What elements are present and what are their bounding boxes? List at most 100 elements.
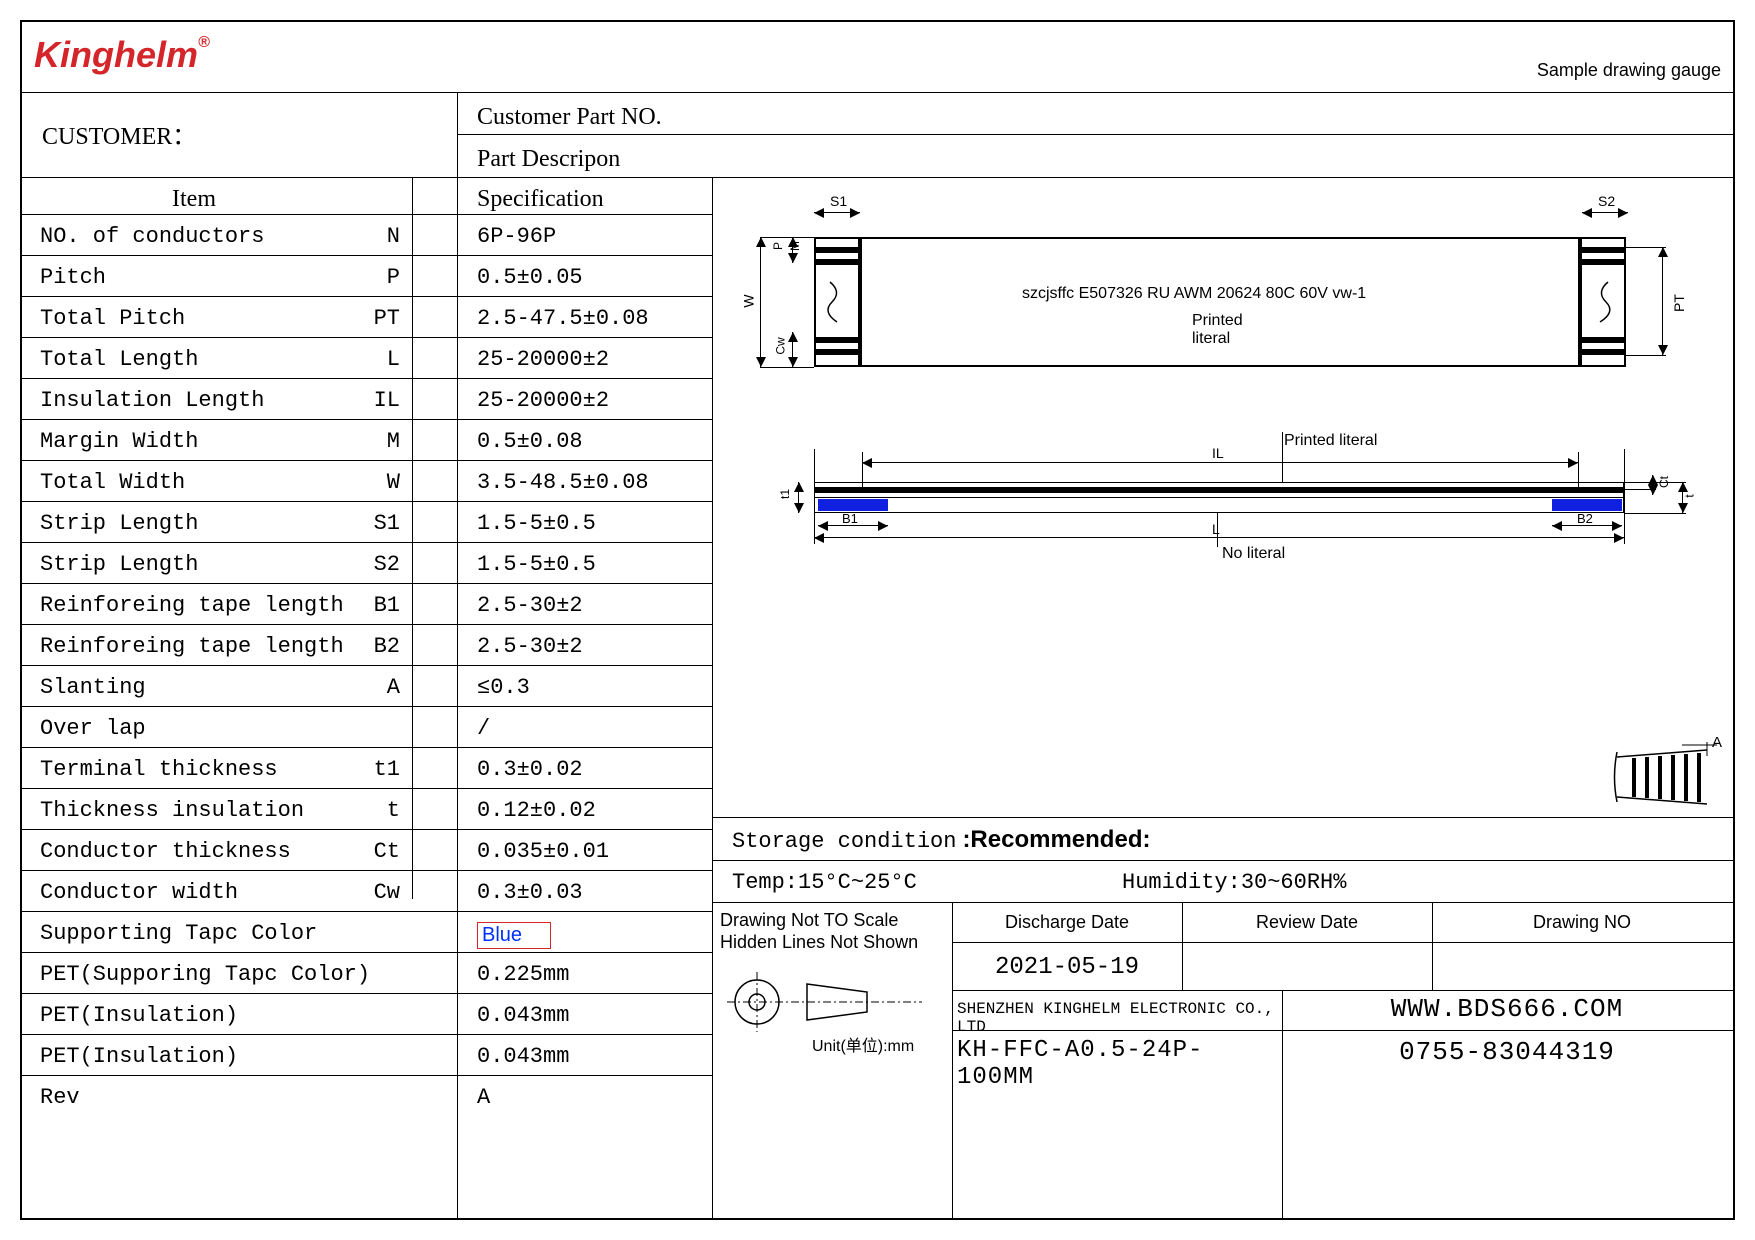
slanting-detail-icon: A [1612,742,1722,818]
spec-value: 0.12±0.02 [467,794,606,827]
spec-item: Reinforeing tape length [30,630,354,663]
dim-m: M [788,241,802,251]
spec-symbol: A [352,671,410,704]
spec-item: Pitch [30,261,116,294]
spec-value: 25-20000±2 [467,384,619,417]
drawing-note-1: Drawing Not TO Scale [720,910,940,931]
spec-symbol: S2 [352,548,410,581]
spec-item: Rev [30,1081,90,1114]
spec-symbol: t1 [352,753,410,786]
drawing-no-header: Drawing NO [1432,912,1732,933]
spec-item: Conductor width [30,876,248,909]
spec-value: 6P-96P [467,220,566,253]
spec-value: 2.5-30±2 [467,630,593,663]
sample-drawing-gauge-label: Sample drawing gauge [1537,60,1721,81]
unit-label: Unit(单位):mm [812,1032,914,1056]
spec-value: 0.225mm [467,958,579,991]
spec-item: Supporting Tapc Color [30,917,327,950]
spec-symbol: L [352,343,410,376]
spec-value: 25-20000±2 [467,343,619,376]
printed-literal-label: Printed literal [1284,432,1377,450]
spec-value: 0.043mm [467,999,579,1032]
dim-t: t [1683,494,1697,497]
storage-title-left: Storage condition [732,829,956,854]
spec-value: 0.5±0.05 [467,261,593,294]
projection-symbol-icon [722,972,942,1032]
printed-label: Printed [1192,312,1243,330]
spec-item: Total Width [30,466,195,499]
storage-condition-label: Storage condition :Recommended: [722,822,1160,858]
spec-item: Total Length [30,343,208,376]
spec-item: Conductor thickness [30,835,301,868]
spec-symbol: S1 [352,507,410,540]
dim-s2: S2 [1598,193,1615,209]
dim-b1: B1 [842,511,858,526]
spec-item: Insulation Length [30,384,274,417]
spec-symbol: W [352,466,410,499]
spec-value: 0.3±0.02 [467,753,593,786]
part-number: KH-FFC-A0.5-24P-100MM [957,1037,1277,1091]
dim-p: P [771,242,785,250]
storage-temp: Temp:15°C~25°C [722,866,927,899]
cable-top-view-diagram: S1 S2 szcjsffc E507326 RU AWM 20624 80C … [722,177,1732,817]
spec-symbol: P [352,261,410,294]
spec-item: NO. of conductors [30,220,274,253]
customer-part-no-label: Customer Part NO. [467,100,672,135]
dim-cw: Cw [774,337,788,354]
spec-value: 0.3±0.03 [467,876,593,909]
brand-text: Kinghelm [34,34,198,75]
spec-symbol: PT [352,302,410,335]
spec-item: Total Pitch [30,302,195,335]
spec-value: 2.5-30±2 [467,589,593,622]
discharge-date-header: Discharge Date [952,912,1182,933]
spec-value: ≤0.3 [467,671,540,704]
dim-il: IL [1212,445,1224,461]
cable-marking-text: szcjsffc E507326 RU AWM 20624 80C 60V vw… [1022,285,1366,303]
website: WWW.BDS666.COM [1282,994,1732,1024]
spec-value: 0.035±0.01 [467,835,619,868]
storage-humidity: Humidity:30~60RH% [1112,866,1356,899]
spec-symbol: M [352,425,410,458]
part-description-label: Part Descripon [467,142,630,177]
spec-item: PET(Insulation) [30,999,248,1032]
spec-column-header: Specification [467,182,614,217]
dim-a: A [1712,734,1722,751]
spec-value: Blue [467,917,561,953]
spec-value: 1.5-5±0.5 [467,548,606,581]
spec-item: Strip Length [30,507,208,540]
spec-item: PET(Supporing Tapc Color) [30,958,380,991]
spec-symbol: B1 [352,589,410,622]
spec-item: Terminal thickness [30,753,288,786]
spec-symbol: B2 [352,630,410,663]
spec-symbol: IL [352,384,410,417]
trademark: ® [198,34,210,51]
spec-item: Strip Length [30,548,208,581]
spec-value: 2.5-47.5±0.08 [467,302,659,335]
spec-symbol: Cw [352,876,410,909]
spec-item: Reinforeing tape length [30,589,354,622]
no-literal-label: No literal [1222,545,1285,563]
brand-logo: Kinghelm® [34,34,210,76]
spec-symbol: Ct [352,835,410,868]
spec-value: 0.5±0.08 [467,425,593,458]
spec-value: A [467,1081,500,1114]
storage-title-right: :Recommended: [962,826,1150,853]
discharge-date-value: 2021-05-19 [952,954,1182,981]
drawing-note-2: Hidden Lines Not Shown [720,932,960,953]
spec-value: 0.043mm [467,1040,579,1073]
spec-item: Over lap [30,712,156,745]
drawing-sheet: Kinghelm® Sample drawing gauge CUSTOMER：… [20,20,1735,1220]
spec-item: Slanting [30,671,156,704]
dim-b2: B2 [1577,511,1593,526]
spec-item: Margin Width [30,425,208,458]
dim-w: W [741,294,757,307]
spec-symbol: N [352,220,410,253]
dim-l: L [1212,521,1220,537]
spec-value: 1.5-5±0.5 [467,507,606,540]
phone-number: 0755-83044319 [1282,1037,1732,1067]
spec-value: 3.5-48.5±0.08 [467,466,659,499]
spec-value: / [467,712,500,745]
spec-symbol: t [352,794,410,827]
dim-s1: S1 [830,193,847,209]
dim-t1: t1 [778,489,792,499]
